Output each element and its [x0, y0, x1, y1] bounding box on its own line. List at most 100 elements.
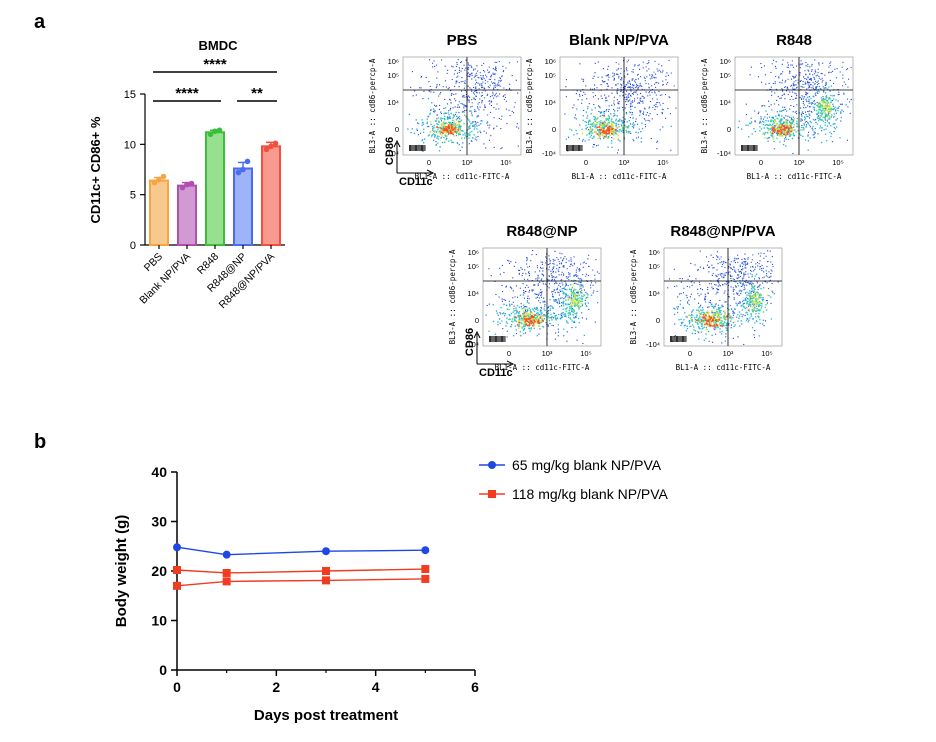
flow-dot	[789, 91, 791, 93]
flow-dot	[489, 96, 491, 98]
flow-dot	[812, 125, 814, 128]
flow-dot	[497, 314, 499, 316]
flow-dot	[530, 328, 532, 330]
flow-dot	[792, 134, 795, 136]
flow-dot	[541, 312, 543, 314]
flow-ylabel: BL3-A :: cd86-percp-A	[525, 58, 534, 153]
flow-dot	[790, 104, 792, 107]
flow-dot	[818, 117, 820, 120]
flow-dot	[756, 286, 758, 288]
flow-dot	[553, 299, 555, 301]
flow-dot	[471, 75, 473, 77]
flow-dot	[459, 118, 461, 120]
flow-dot	[785, 115, 787, 117]
flow-dot	[580, 287, 582, 289]
flow-dot	[712, 267, 714, 269]
flow-dot	[638, 101, 640, 103]
flow-dot	[428, 134, 430, 136]
flow-dot	[751, 298, 753, 300]
flow-dot	[422, 150, 424, 153]
flow-dot	[443, 127, 445, 130]
flow-dot	[534, 307, 536, 309]
flow-dot	[661, 71, 663, 73]
flow-dot	[776, 132, 779, 135]
flow-dot	[528, 307, 530, 309]
flow-dot	[840, 120, 842, 122]
flow-dot	[791, 64, 793, 66]
flow-plot-frame	[734, 56, 854, 156]
flow-dot	[494, 69, 496, 71]
flow-dot	[575, 302, 578, 305]
flow-dot	[493, 128, 495, 130]
flow-dot	[506, 122, 508, 125]
flow-dot	[755, 300, 758, 302]
flow-rug	[575, 145, 577, 151]
flow-dot	[705, 314, 707, 317]
flow-dot	[745, 279, 747, 281]
flow-dot	[508, 87, 511, 89]
flow-dot	[822, 86, 824, 88]
flow-dot	[734, 285, 737, 287]
flow-dot	[694, 333, 696, 335]
flow-dot	[565, 303, 567, 305]
flow-dot	[522, 329, 525, 331]
bar-ytick-label: 5	[130, 190, 136, 202]
flow-dot	[526, 313, 528, 315]
flow-dot	[728, 324, 730, 326]
flow-dot	[551, 291, 553, 293]
flow-dot	[772, 135, 775, 138]
flow-dot	[823, 88, 825, 90]
flow-dot	[471, 114, 473, 117]
flow-dot	[456, 118, 458, 120]
flow-dot	[728, 296, 730, 298]
flow-dot	[821, 127, 823, 129]
flow-dot	[457, 130, 460, 133]
flow-dot	[707, 317, 710, 319]
flow-dot	[522, 317, 524, 320]
flow-dot	[707, 292, 709, 294]
flow-dot	[757, 265, 759, 267]
flow-dot	[593, 75, 595, 77]
flow-dot	[691, 313, 693, 316]
flow-dot	[418, 122, 420, 125]
flow-dot	[581, 289, 583, 291]
flow-dot	[828, 71, 830, 73]
flow-ytick-label: 10⁵	[720, 71, 731, 80]
flow-dot	[547, 310, 549, 312]
flow-dot	[557, 258, 559, 261]
flow-dot	[638, 85, 640, 87]
flow-dot	[768, 276, 770, 278]
flow-dot	[473, 76, 475, 78]
flow-dot	[666, 82, 669, 84]
flow-dot	[792, 84, 795, 86]
flow-dot	[824, 101, 826, 104]
flow-dot	[745, 319, 748, 322]
flow-dot	[613, 104, 615, 106]
flow-dot	[808, 81, 810, 83]
flow-dot	[785, 130, 788, 132]
flow-xtick-label: 0	[507, 349, 511, 358]
flow-dot	[834, 123, 836, 125]
flow-dot	[569, 302, 572, 305]
flow-dot	[596, 290, 598, 293]
flow-dot	[554, 315, 556, 317]
flow-dot	[781, 132, 784, 134]
flow-dot	[726, 316, 728, 319]
flow-dot	[740, 313, 742, 315]
flow-dot	[740, 271, 742, 273]
flow-rug	[501, 336, 502, 342]
flow-dot	[762, 282, 764, 284]
flow-dot	[503, 303, 505, 306]
flow-dot	[494, 79, 496, 81]
flow-dot	[488, 303, 490, 305]
flow-dot	[753, 110, 756, 112]
flow-dot	[765, 120, 767, 122]
flow-dot	[511, 288, 513, 290]
bar-category-label: Blank NP/PVA	[137, 251, 193, 307]
flow-dot	[569, 275, 571, 277]
flow-dot	[662, 102, 664, 104]
flow-dot	[766, 113, 768, 115]
flow-dot	[569, 273, 571, 275]
flow-dot	[772, 119, 774, 122]
flow-dot	[520, 326, 523, 328]
